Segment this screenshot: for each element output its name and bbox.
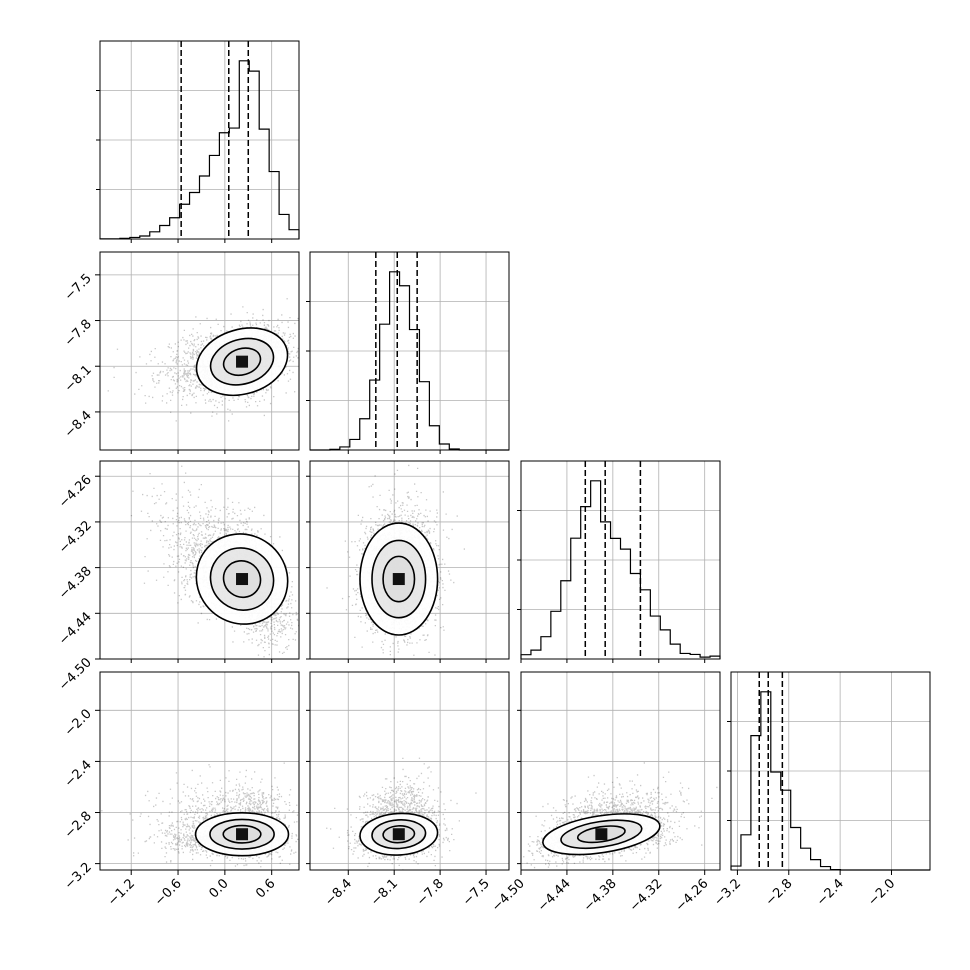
y-tick-label-2-0: −4.50	[56, 655, 95, 694]
y-tick-label-1-3: −7.5	[62, 271, 95, 304]
panel-frame	[309, 460, 510, 660]
panel-frame	[520, 671, 721, 871]
x-tick-label-1-0: −8.4	[322, 876, 355, 909]
x-tick-label-2-3: −4.32	[627, 876, 666, 915]
x-tick-label-3-0: −3.2	[711, 876, 744, 909]
x-tick-label-3-1: −2.8	[763, 876, 796, 909]
pair-panel-3-2	[520, 671, 721, 871]
y-tick-label-2-1: −4.44	[56, 610, 95, 649]
x-tick-label-2-2: −4.38	[581, 876, 620, 915]
y-tick-label-2-4: −4.26	[56, 472, 95, 511]
y-tick-label-1-0: −8.4	[62, 408, 95, 441]
y-tick-label-3-2: −2.4	[62, 758, 95, 791]
histogram-step	[310, 271, 509, 451]
x-tick-label-0-0: −1.2	[105, 876, 138, 909]
density-peak	[392, 573, 405, 586]
x-tick-label-0-2: 0.0	[206, 876, 231, 901]
pair-panel-1-0	[99, 251, 300, 451]
pair-panel-2-1	[309, 460, 510, 660]
pair-panel-3-0	[99, 671, 300, 871]
y-tick-label-1-1: −8.1	[62, 362, 95, 395]
histogram-step	[99, 60, 300, 240]
density-peak	[595, 828, 608, 841]
panel-frame	[99, 460, 300, 660]
x-tick-label-3-2: −2.4	[814, 876, 847, 909]
x-tick-label-0-3: 0.6	[253, 876, 278, 901]
density-peak	[236, 573, 249, 586]
density-peak	[392, 828, 405, 841]
panel-frame	[309, 671, 510, 871]
hist-panel-2	[520, 460, 721, 660]
y-tick-label-1-2: −7.8	[62, 317, 95, 350]
hist-panel-3	[730, 671, 931, 871]
y-tick-label-2-2: −4.38	[56, 564, 95, 603]
y-tick-label-2-3: −4.32	[56, 518, 95, 557]
x-tick-label-2-1: −4.44	[535, 876, 574, 915]
pair-panel-3-1	[309, 671, 510, 871]
x-tick-label-0-1: −0.6	[152, 876, 185, 909]
y-tick-label-3-3: −2.0	[62, 707, 95, 740]
density-peak	[236, 355, 249, 368]
y-tick-label-3-1: −2.8	[62, 809, 95, 842]
x-tick-label-1-1: −8.1	[368, 876, 401, 909]
x-tick-label-3-3: −2.0	[865, 876, 898, 909]
hist-panel-1	[309, 251, 510, 451]
panel-frame	[99, 251, 300, 451]
x-tick-label-2-4: −4.26	[673, 876, 712, 915]
hist-panel-0	[99, 40, 300, 240]
y-tick-label-3-0: −3.2	[62, 860, 95, 893]
x-tick-label-1-2: −7.8	[414, 876, 447, 909]
histogram-step	[520, 480, 721, 659]
x-tick-label-2-0: −4.50	[489, 876, 528, 915]
panel-frame	[99, 671, 300, 871]
pair-panel-2-0	[99, 460, 300, 660]
density-peak	[236, 828, 249, 841]
